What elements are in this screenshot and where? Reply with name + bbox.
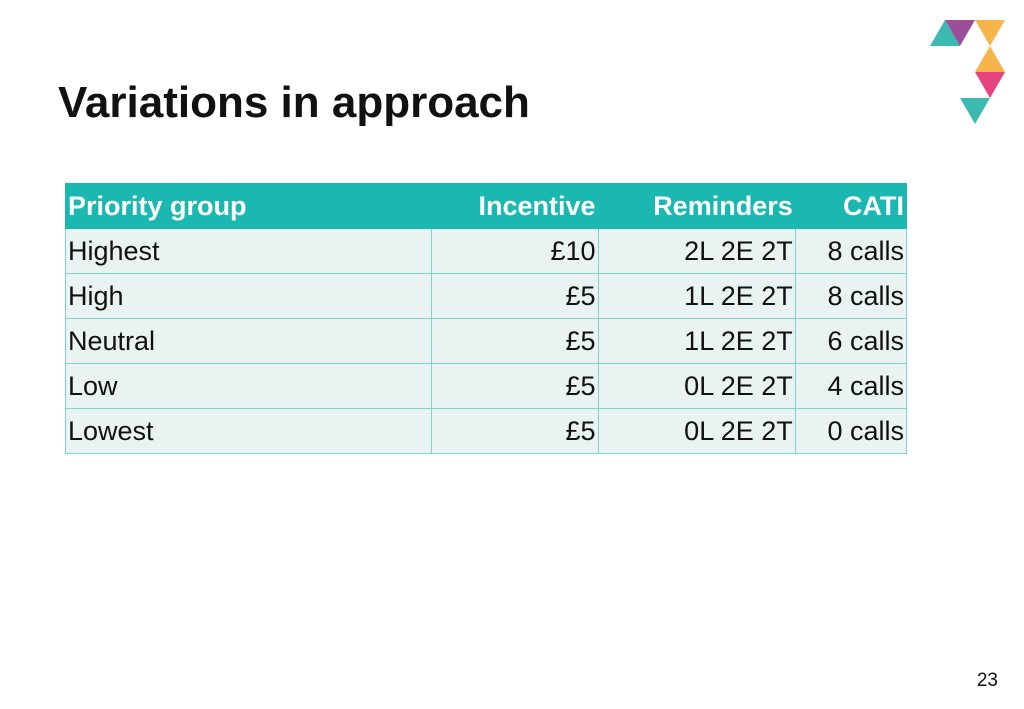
header-cell: Reminders <box>597 183 796 229</box>
table-row: High £5 1L 2E 2T 8 calls <box>65 273 908 319</box>
header-cell: Incentive <box>431 183 599 229</box>
table-row: Lowest £5 0L 2E 2T 0 calls <box>65 408 908 454</box>
table-cell: Low <box>65 363 432 409</box>
table-cell: 4 calls <box>794 363 908 409</box>
table-cell: Neutral <box>65 318 432 364</box>
table-cell: 1L 2E 2T <box>597 273 796 319</box>
table-row: Low £5 0L 2E 2T 4 calls <box>65 363 908 409</box>
table-cell: £10 <box>431 228 599 274</box>
table-cell: £5 <box>431 273 599 319</box>
table-cell: High <box>65 273 432 319</box>
table-cell: Lowest <box>65 408 432 454</box>
table-cell: £5 <box>431 363 599 409</box>
header-row: Priority group Incentive Reminders CATI <box>65 183 908 229</box>
table-cell: £5 <box>431 408 599 454</box>
table-cell: 6 calls <box>794 318 908 364</box>
table-cell: 0L 2E 2T <box>597 363 796 409</box>
table-row: Highest £10 2L 2E 2T 8 calls <box>65 228 908 274</box>
table-cell: 8 calls <box>794 273 908 319</box>
table-cell: 8 calls <box>794 228 908 274</box>
header-cell: Priority group <box>65 183 432 229</box>
table-cell: 1L 2E 2T <box>597 318 796 364</box>
table-row: Neutral £5 1L 2E 2T 6 calls <box>65 318 908 364</box>
header-cell: CATI <box>794 183 908 229</box>
table-cell: 0L 2E 2T <box>597 408 796 454</box>
priority-table: Priority group Incentive Reminders CATI Hig… <box>65 183 908 454</box>
table-cell: 0 calls <box>794 408 908 454</box>
table-cell: 2L 2E 2T <box>597 228 796 274</box>
table-cell: £5 <box>431 318 599 364</box>
page-number: 23 <box>976 670 998 691</box>
table-cell: Highest <box>65 228 432 274</box>
logo <box>930 20 1005 124</box>
slide-title: Variations in approach <box>58 78 530 127</box>
